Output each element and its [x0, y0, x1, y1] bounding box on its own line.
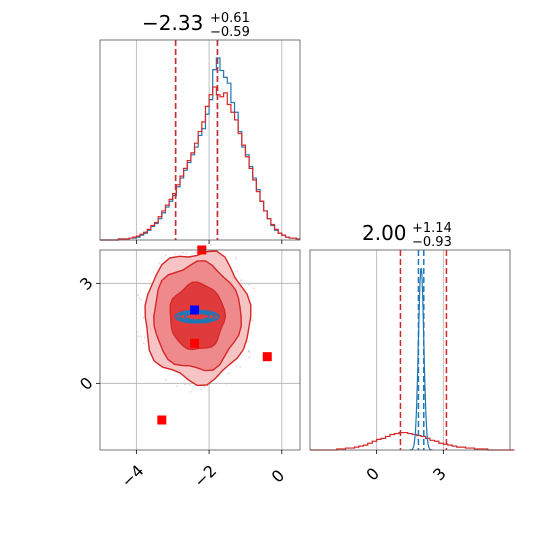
joint-sample-point [137, 335, 140, 338]
joint-sample-point [200, 388, 203, 391]
joint-sample-point [248, 356, 251, 359]
joint-sample-point [165, 254, 167, 257]
joint-sample-point [234, 256, 237, 259]
joint-sample-point [247, 341, 249, 343]
x-marginal-frame [99, 39, 301, 241]
x-marginal-title: −2.33 [142, 11, 203, 35]
joint-sample-point [236, 270, 239, 273]
joint-sample-point [210, 243, 212, 246]
y-marginal-frame [309, 249, 511, 451]
joint-frame [99, 249, 301, 451]
joint-sample-point [144, 336, 146, 338]
joint-sample-point [251, 319, 254, 322]
joint-sample-point [252, 287, 255, 290]
joint-sample-point [140, 335, 142, 338]
joint-y-tick-label: 0 [76, 373, 97, 394]
joint-sample-point [248, 283, 251, 286]
y-marginal-hist-blue [409, 267, 433, 451]
joint-sample-point [174, 253, 177, 256]
joint-sample-point [203, 386, 206, 389]
x-title-upper: +0.61 [210, 11, 250, 26]
y-title-upper: +1.14 [412, 221, 452, 236]
joint-sample-point [189, 384, 191, 386]
joint-sample-point [225, 382, 228, 385]
joint-sample-point [240, 279, 243, 282]
y-title-lower: −0.93 [412, 235, 452, 250]
joint-sample-point [164, 379, 167, 382]
y-title-value: 2.00 [362, 221, 407, 245]
joint-sample-point [248, 351, 251, 354]
joint-sample-point [239, 366, 242, 368]
joint-sample-point [142, 342, 145, 345]
x-marginal-hist-series-1 [100, 86, 300, 241]
x-marginal-hist-series-0 [100, 57, 300, 241]
y-marginal-panel: 0 3 2.00 +1.14 −0.93 [309, 221, 515, 485]
joint-sample-point [227, 372, 230, 375]
joint-sample-point [135, 331, 138, 334]
joint-x-tick-label: −4 [117, 461, 147, 491]
joint-sample-point [136, 294, 139, 297]
truth-marker-1 [190, 338, 200, 348]
joint-sample-point [140, 299, 143, 302]
x-marginal-panel: −2.33 +0.61 −0.59 [99, 11, 301, 244]
joint-panel: −4 −2 0 0 3 [76, 243, 301, 491]
joint-sample-point [184, 383, 187, 386]
joint-sample-point [185, 252, 188, 255]
y-marginal-hist-red [310, 431, 515, 451]
joint-sample-point [189, 390, 192, 393]
truth-marker-4 [190, 305, 200, 315]
x-title-value: −2.33 [142, 11, 203, 35]
joint-sample-point [138, 297, 141, 300]
joint-sample-point [195, 251, 198, 254]
joint-sample-point [142, 316, 145, 319]
y-marginal-tick-label: 0 [362, 464, 383, 485]
joint-contour-inner [169, 281, 227, 351]
y-marginal-title: 2.00 [362, 221, 407, 245]
joint-sample-point [158, 262, 161, 265]
y-marginal-tick-label: 3 [429, 464, 450, 485]
x-title-lower: −0.59 [210, 25, 250, 40]
joint-x-tick-label: −2 [190, 461, 220, 491]
joint-x-tick-label: 0 [268, 466, 289, 487]
joint-sample-point [248, 349, 250, 352]
joint-sample-point [235, 365, 238, 367]
truth-marker-3 [262, 352, 272, 362]
joint-sample-point [175, 385, 178, 387]
truth-marker-2 [157, 415, 167, 425]
joint-y-tick-label: 3 [76, 273, 97, 294]
joint-sample-point [181, 251, 184, 254]
